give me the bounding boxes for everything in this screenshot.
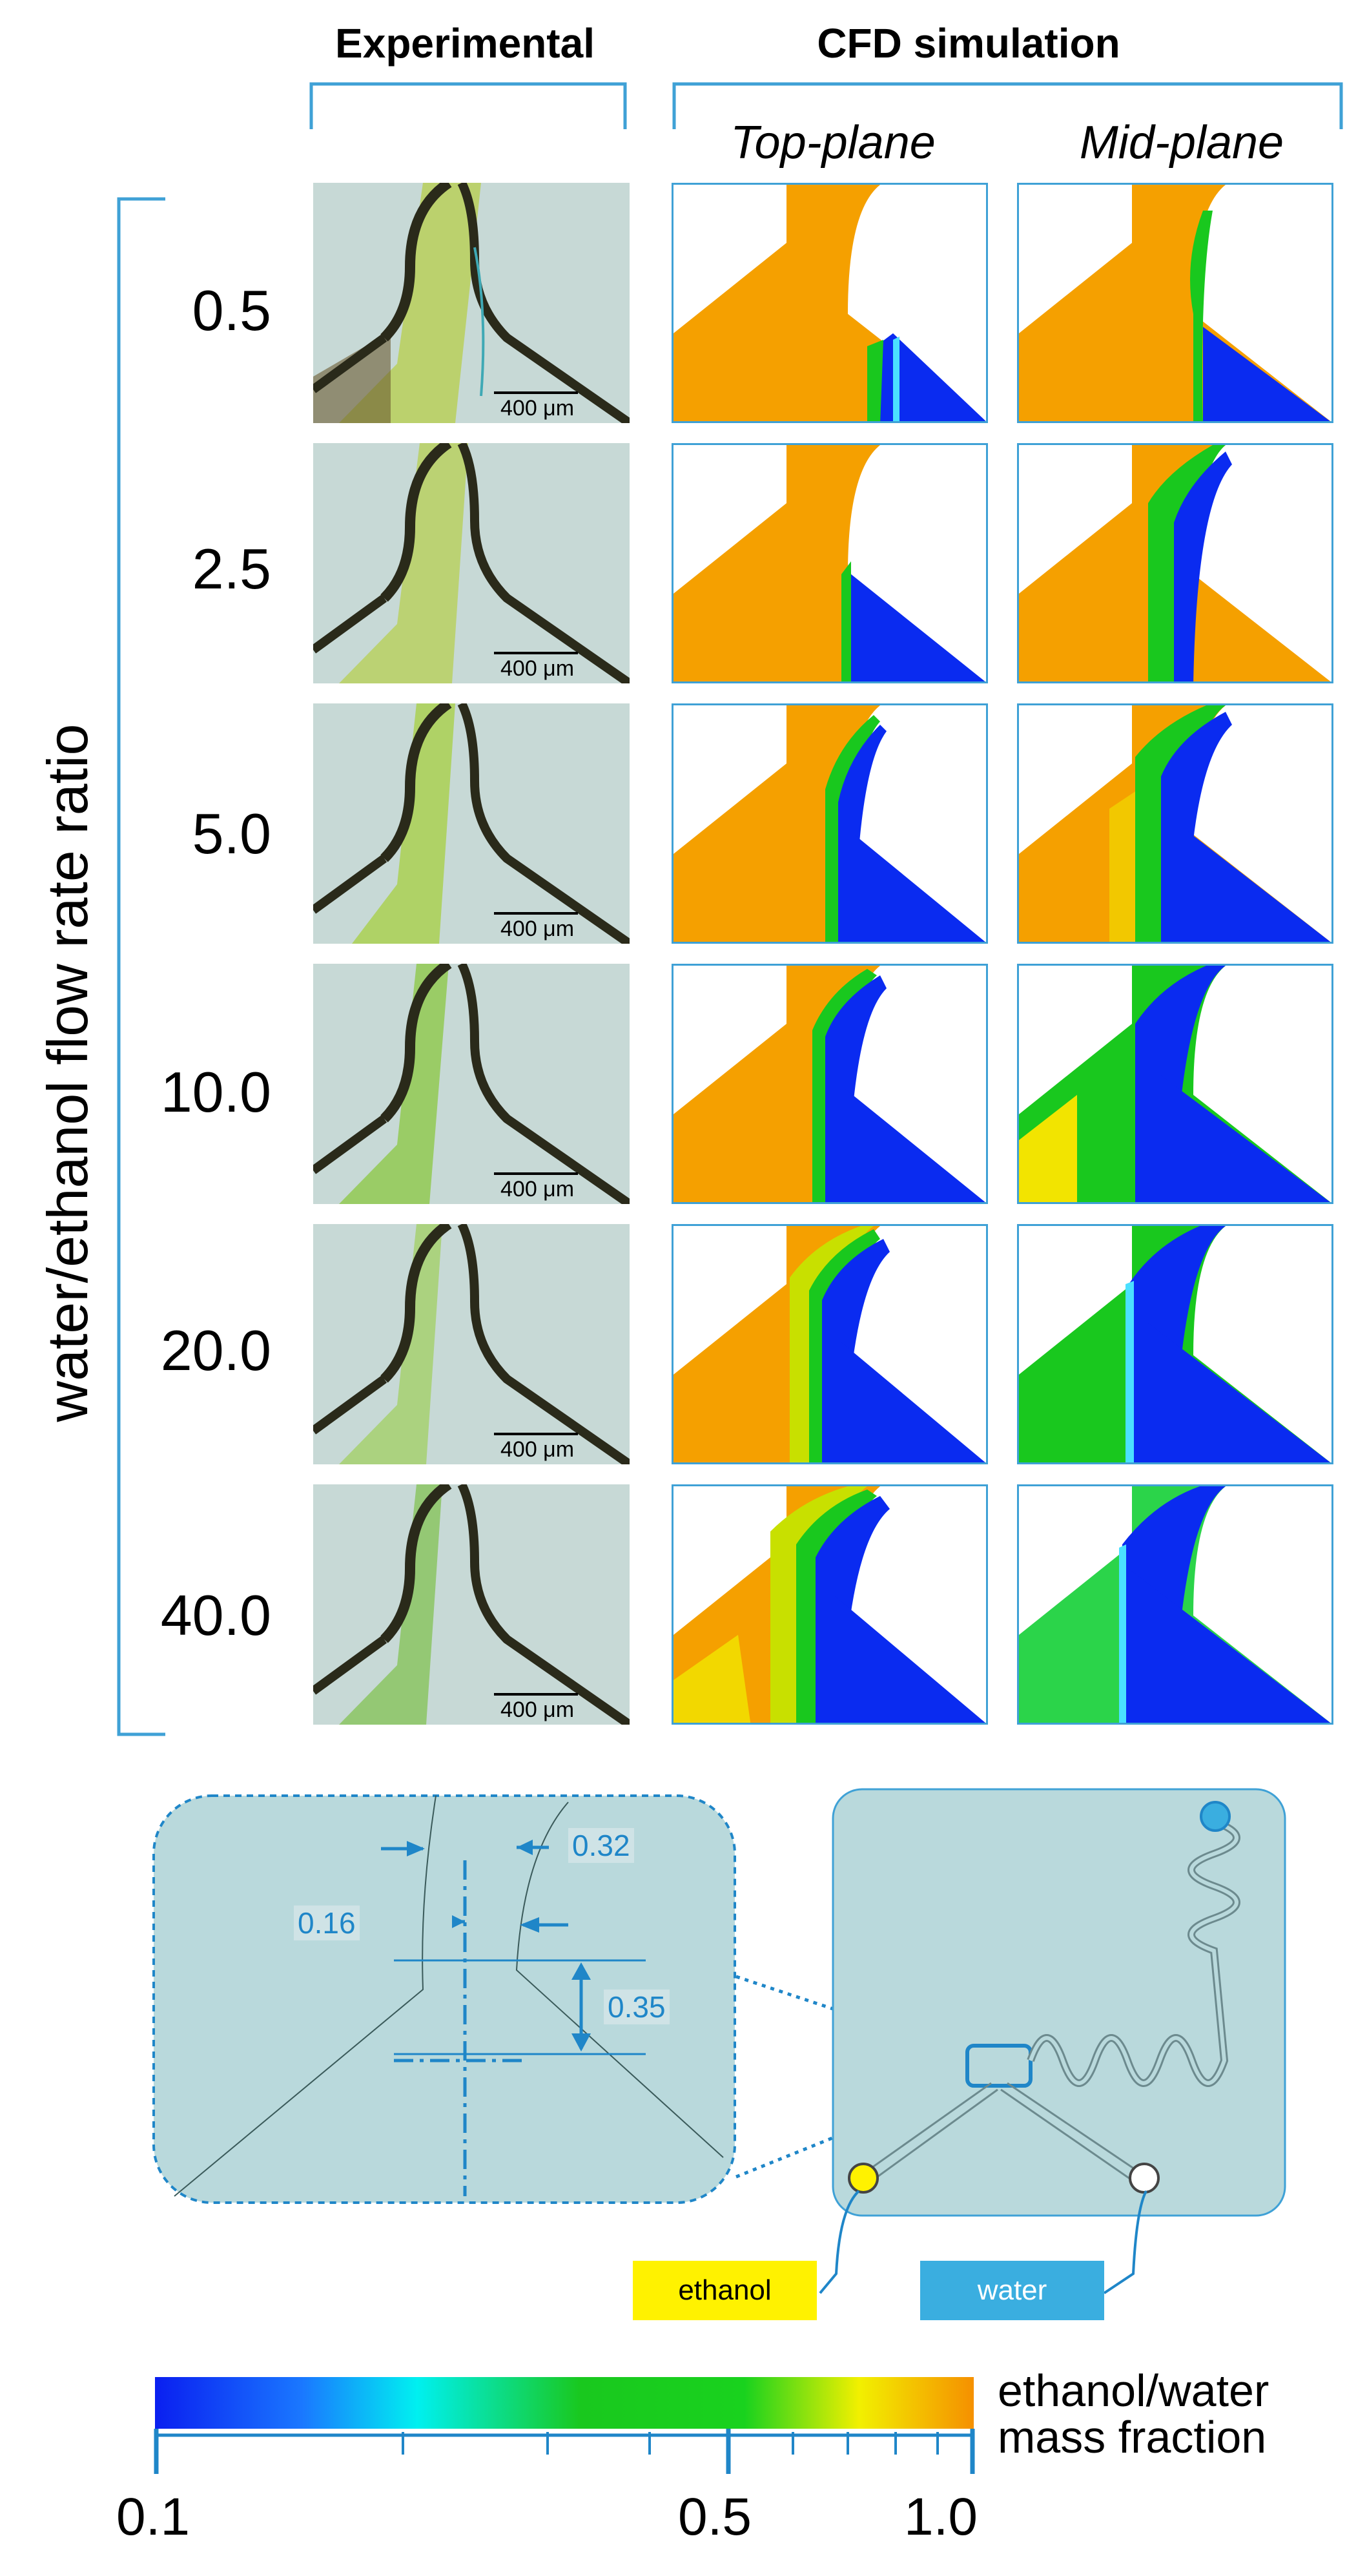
- dim-left-gap: 0.16: [294, 1906, 360, 1940]
- cfd-bracket: [672, 82, 1343, 129]
- cfd-mid-plane: [1017, 1224, 1333, 1464]
- scale-bar-label: 400 μm: [500, 917, 575, 941]
- cfd-top-plane: [672, 1224, 988, 1464]
- colorbar-title-line2: mass fraction: [998, 2412, 1267, 2462]
- header-brackets: [309, 82, 1343, 129]
- colorbar-title-line1: ethanol/water: [998, 2365, 1269, 2416]
- cfd-top-plane: [672, 964, 988, 1204]
- zoom-inset: [152, 1794, 736, 2204]
- experimental-image: 400 μm: [313, 964, 630, 1204]
- scale-bar-label: 400 μm: [500, 1698, 575, 1722]
- water-port: [1129, 2163, 1160, 2194]
- cfd-top-plane: [672, 703, 988, 944]
- top-plane-header: Top-plane: [730, 117, 936, 169]
- dim-height: 0.35: [604, 1989, 670, 2024]
- colorbar-tick-max: 1.0: [904, 2488, 978, 2546]
- cfd-header: CFD simulation: [817, 20, 1120, 67]
- chip-diagram: [152, 1788, 1286, 2294]
- scale-bar-label: 400 μm: [500, 396, 575, 421]
- scale-bar-label: 400 μm: [500, 1437, 575, 1462]
- water-tag: water: [920, 2261, 1104, 2320]
- colorbar-tick-min: 0.1: [116, 2488, 190, 2546]
- scale-bar-label: 400 μm: [500, 1177, 575, 1201]
- dim-right-gap: 0.32: [568, 1828, 634, 1863]
- colorbar-gradient: [155, 2377, 974, 2429]
- experimental-image: 400 μm: [313, 1484, 630, 1725]
- experimental-image: 400 μm: [313, 443, 630, 683]
- mid-plane-header: Mid-plane: [1079, 117, 1284, 169]
- ratio-label: 20.0: [160, 1318, 271, 1382]
- experimental-image: 400 μm: [313, 703, 630, 944]
- mixer-highlight: [965, 2044, 1033, 2088]
- cfd-mid-plane: [1017, 964, 1333, 1204]
- scale-bar-label: 400 μm: [500, 656, 575, 681]
- ratio-label: 10.0: [160, 1060, 271, 1124]
- cfd-mid-plane: [1017, 443, 1333, 683]
- colorbar: [154, 2377, 975, 2474]
- ratio-label: 40.0: [160, 1583, 271, 1647]
- experimental-image: 400 μm: [313, 1224, 630, 1464]
- colorbar-tick-mid: 0.5: [678, 2488, 752, 2546]
- experimental-image: 400 μm: [313, 183, 630, 423]
- cfd-top-plane: [672, 183, 988, 423]
- cfd-mid-plane: [1017, 703, 1333, 944]
- cfd-mid-plane: [1017, 1484, 1333, 1725]
- experimental-header: Experimental: [335, 20, 595, 67]
- ethanol-port: [848, 2163, 879, 2194]
- cfd-top-plane: [672, 443, 988, 683]
- ratio-label: 2.5: [192, 537, 271, 601]
- ratio-label: 5.0: [192, 802, 271, 866]
- outlet-port: [1200, 1801, 1231, 1832]
- y-axis-bracket: [117, 197, 165, 1736]
- cfd-mid-plane: [1017, 183, 1333, 423]
- ratio-label: 0.5: [192, 278, 271, 342]
- chip-outline: [832, 1788, 1286, 2217]
- ethanol-tag: ethanol: [633, 2261, 817, 2320]
- experimental-bracket: [309, 82, 627, 129]
- cfd-top-plane: [672, 1484, 988, 1725]
